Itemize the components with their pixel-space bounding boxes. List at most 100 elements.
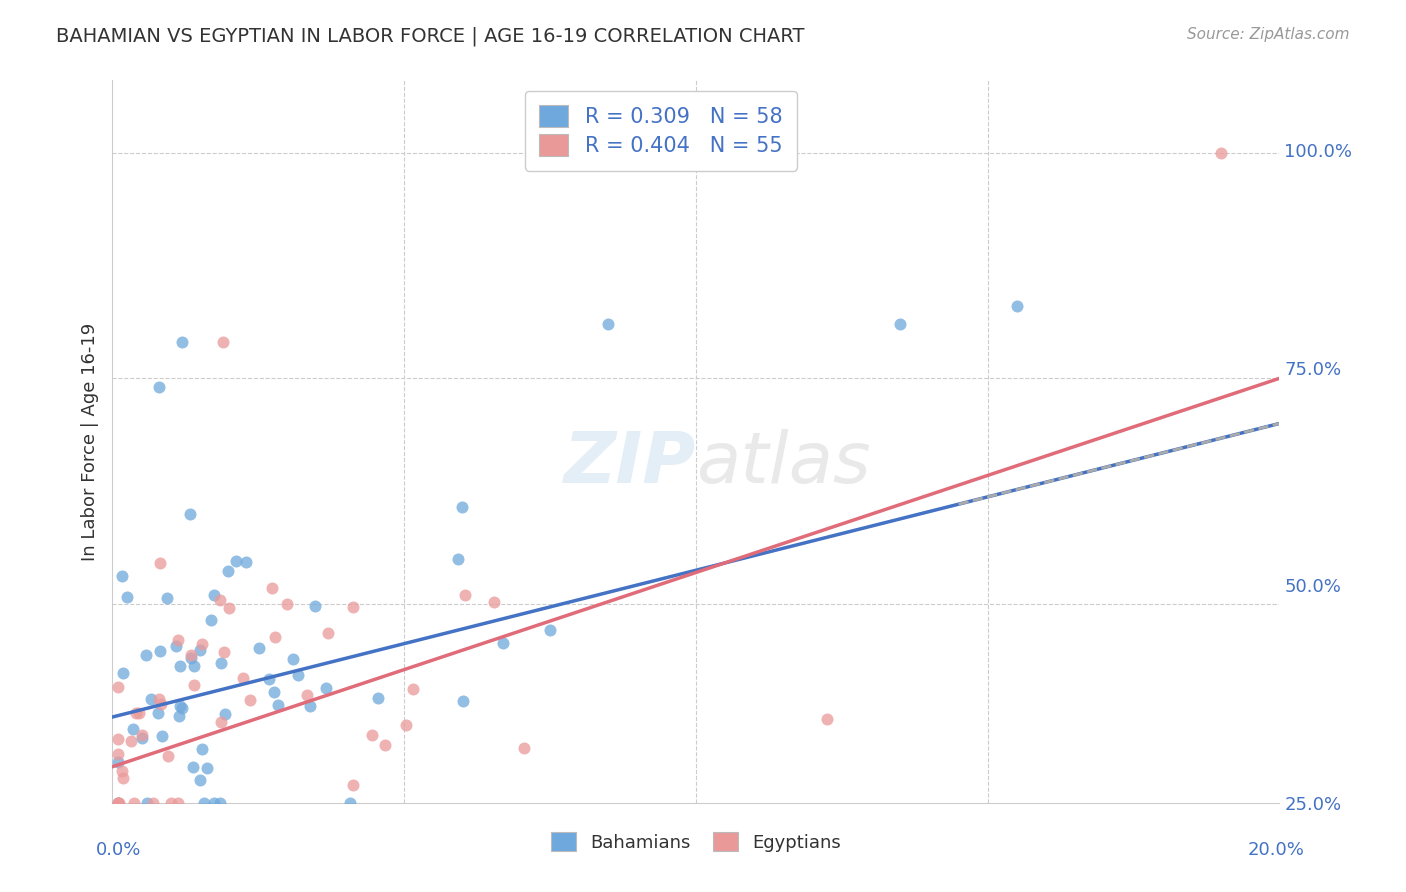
Point (134, 877, 156, 891)
Point (149, 697, 172, 711)
Point (128, 706, 150, 720)
Point (112, 666, 135, 681)
Y-axis label: In Labor Force | Age 16-19: In Labor Force | Age 16-19 (80, 322, 98, 561)
Point (598, 317, 620, 331)
Point (131, 728, 153, 742)
Point (395, 718, 418, 732)
Point (156, 591, 179, 605)
Point (304, 599, 326, 614)
Point (115, 591, 138, 605)
Point (148, 380, 170, 394)
Point (239, 693, 262, 707)
Point (451, 694, 474, 708)
Point (267, 698, 290, 713)
Point (125, 706, 148, 721)
Point (260, 581, 283, 595)
Point (136, 796, 159, 810)
Point (276, 597, 298, 611)
Point (217, 564, 239, 578)
Point (135, 648, 157, 663)
Point (108, 796, 131, 810)
Point (122, 796, 145, 810)
Point (181, 760, 204, 774)
Point (167, 709, 190, 723)
Point (492, 636, 515, 650)
Text: 20.0%: 20.0% (1249, 840, 1305, 858)
Point (402, 682, 425, 697)
Point (149, 556, 172, 570)
Point (342, 600, 364, 615)
Point (122, 722, 145, 736)
Point (180, 650, 202, 665)
Point (167, 633, 190, 648)
Point (191, 637, 214, 651)
Point (150, 729, 173, 743)
Point (264, 630, 287, 644)
Point (112, 771, 135, 785)
Point (195, 761, 218, 775)
Point (165, 639, 187, 653)
Point (111, 764, 134, 778)
Point (128, 877, 150, 891)
Point (212, 335, 235, 350)
Point (538, 623, 561, 637)
Point (180, 648, 202, 662)
Legend: Bahamians, Egyptians: Bahamians, Egyptians (540, 822, 852, 863)
Text: BAHAMIAN VS EGYPTIAN IN LABOR FORCE | AGE 16-19 CORRELATION CHART: BAHAMIAN VS EGYPTIAN IN LABOR FORCE | AG… (56, 27, 804, 46)
Point (142, 796, 165, 810)
Point (360, 728, 382, 742)
Point (107, 796, 129, 810)
Point (1005, 299, 1028, 313)
Point (107, 796, 129, 810)
Point (169, 699, 191, 714)
Point (298, 698, 321, 713)
Point (208, 593, 231, 607)
Point (315, 681, 337, 695)
Point (374, 738, 396, 752)
Point (247, 641, 270, 656)
Point (107, 796, 129, 810)
Point (451, 877, 474, 891)
Point (107, 796, 129, 810)
Point (235, 555, 257, 569)
Point (191, 742, 214, 756)
Point (257, 672, 280, 686)
Point (186, 877, 208, 891)
Point (406, 877, 429, 891)
Point (209, 796, 232, 810)
Point (218, 601, 240, 615)
Point (190, 643, 212, 657)
Point (447, 552, 470, 566)
Point (149, 644, 172, 658)
Point (815, 712, 838, 726)
Point (107, 732, 129, 747)
Text: ZIP: ZIP (564, 429, 696, 498)
Point (287, 668, 309, 682)
Point (107, 747, 129, 761)
Point (193, 796, 215, 810)
Point (297, 688, 319, 702)
Point (183, 659, 205, 673)
Point (139, 691, 162, 706)
Point (202, 588, 225, 602)
Point (128, 877, 150, 891)
Point (339, 796, 361, 810)
Point (454, 588, 477, 602)
Point (202, 796, 225, 810)
Point (513, 741, 536, 756)
Point (1209, 145, 1232, 160)
Point (209, 715, 232, 730)
Point (263, 685, 285, 699)
Point (157, 749, 180, 764)
Point (183, 678, 205, 692)
Point (209, 656, 232, 670)
Point (131, 731, 153, 745)
Point (214, 706, 236, 721)
Text: Source: ZipAtlas.com: Source: ZipAtlas.com (1187, 27, 1350, 42)
Point (120, 734, 142, 748)
Text: atlas: atlas (696, 429, 870, 498)
Point (179, 507, 201, 521)
Point (367, 691, 389, 706)
Point (148, 692, 170, 706)
Point (316, 626, 339, 640)
